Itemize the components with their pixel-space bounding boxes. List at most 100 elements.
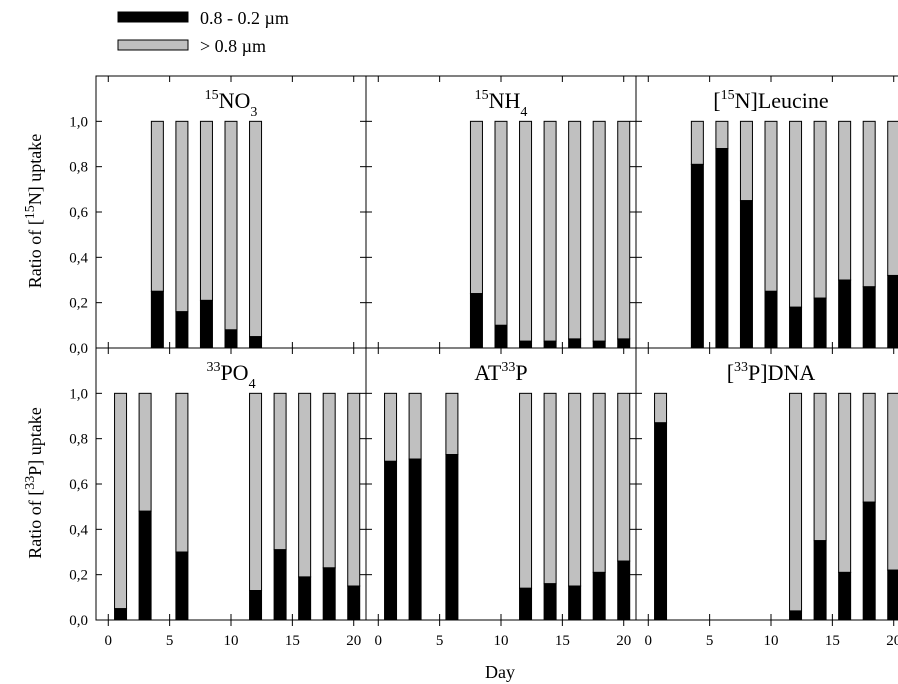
bar-small-fraction	[690, 163, 704, 349]
y-tick-label: 0,6	[69, 477, 88, 493]
panel-title: 33PO4	[206, 360, 255, 392]
bar-large-fraction	[150, 120, 164, 292]
bar-large-fraction	[789, 392, 803, 612]
bar-small-fraction	[224, 329, 238, 349]
bar-large-fraction	[715, 120, 729, 150]
x-tick-label: 20	[886, 633, 898, 649]
x-tick-label: 10	[764, 633, 779, 649]
y-tick-label: 0,6	[69, 205, 88, 221]
bar-small-fraction	[347, 585, 361, 621]
bar-small-fraction	[654, 422, 668, 621]
y-tick-label: 0,2	[69, 296, 88, 312]
x-tick-label: 20	[616, 633, 631, 649]
bar-large-fraction	[568, 392, 582, 587]
panel-title-main: NO	[219, 88, 251, 113]
bar-large-fraction	[739, 120, 753, 202]
bar-small-fraction	[592, 571, 606, 621]
bar-large-fraction	[568, 120, 582, 340]
panel-frame	[635, 347, 898, 621]
bar-small-fraction	[887, 569, 898, 621]
bar-small-fraction	[543, 340, 557, 349]
panel-4: 0 5 10 15 20 AT33P	[365, 347, 637, 649]
panel-title-sub: 4	[520, 105, 527, 120]
x-tick-label: 15	[285, 633, 300, 649]
panel-title-main: P	[515, 360, 527, 385]
bar-small-fraction	[813, 297, 827, 349]
x-tick-label: 20	[346, 633, 361, 649]
bar-large-fraction	[690, 120, 704, 165]
x-tick-label: 0	[645, 633, 653, 649]
bar-small-fraction	[249, 336, 263, 349]
panel-0: 0,0 0,2 0,4 0,6 0,8 1,0 15NO3	[69, 75, 367, 357]
bar-small-fraction	[617, 338, 631, 349]
x-tick-label: 5	[706, 633, 714, 649]
y-axis-title-top: Ratio of [15N] uptake	[23, 134, 45, 288]
bar-large-fraction	[519, 120, 533, 342]
bar-small-fraction	[273, 549, 287, 621]
legend-label-large-fraction: > 0.8 µm	[200, 36, 266, 56]
bar-large-fraction	[862, 392, 876, 503]
bar-large-fraction	[347, 392, 361, 587]
panel-title: 15NO3	[205, 88, 258, 120]
bar-small-fraction	[494, 324, 508, 349]
bar-large-fraction	[224, 120, 238, 331]
bar-small-fraction	[519, 587, 533, 621]
panel-title-main: PO	[220, 360, 248, 385]
panel-title-main: N]Leucine	[735, 88, 829, 113]
bar-large-fraction	[519, 392, 533, 589]
bar-small-fraction	[469, 293, 483, 349]
bar-large-fraction	[175, 392, 189, 553]
bar-small-fraction	[175, 551, 189, 621]
bar-large-fraction	[469, 120, 483, 295]
x-axis-title: Day	[485, 662, 515, 682]
bar-large-fraction	[592, 120, 606, 342]
panel-title-sup: 15	[205, 88, 219, 103]
bar-small-fraction	[175, 311, 189, 349]
panel-title-sup: 15	[475, 88, 489, 103]
y-tick-label: 1,0	[69, 114, 88, 130]
bar-large-fraction	[543, 392, 557, 585]
bar-large-fraction	[813, 392, 827, 542]
y-tick-label: 1,0	[69, 386, 88, 402]
bar-small-fraction	[568, 585, 582, 621]
bar-small-fraction	[789, 306, 803, 349]
bar-small-fraction	[887, 274, 898, 349]
x-tick-label: 15	[825, 633, 840, 649]
bar-small-fraction	[114, 608, 128, 621]
panel-title-sup: 33	[501, 360, 515, 375]
bar-small-fraction	[445, 454, 459, 621]
bar-small-fraction	[715, 148, 729, 349]
panel-title-pre: AT	[474, 360, 501, 385]
bar-large-fraction	[789, 120, 803, 308]
y-tick-label: 0,4	[69, 522, 88, 538]
bar-large-fraction	[838, 392, 852, 573]
bar-small-fraction	[298, 576, 312, 621]
bar-small-fraction	[150, 290, 164, 349]
y-tick-label: 0,8	[69, 160, 88, 176]
bar-large-fraction	[838, 120, 852, 281]
y-tick-label: 0,4	[69, 250, 88, 266]
legend-swatch-large-fraction	[117, 39, 189, 51]
y-tick-label: 0,8	[69, 432, 88, 448]
legend: 0.8 - 0.2 µm > 0.8 µm	[117, 8, 289, 56]
bar-large-fraction	[543, 120, 557, 342]
panel-title: 15NH4	[475, 88, 528, 120]
bar-large-fraction	[322, 392, 336, 569]
panel-title-sup: 15	[721, 88, 735, 103]
panel-title-pre: [	[713, 88, 720, 113]
x-tick-label: 15	[555, 633, 570, 649]
bar-small-fraction	[739, 200, 753, 349]
bar-small-fraction	[519, 340, 533, 349]
x-tick-label: 0	[105, 633, 113, 649]
panel-title: [33P]DNA	[727, 360, 816, 385]
x-tick-label: 0	[375, 633, 383, 649]
panel-2: [15N]Leucine	[635, 75, 898, 349]
bar-large-fraction	[887, 120, 898, 276]
bar-large-fraction	[175, 120, 189, 313]
bar-large-fraction	[199, 120, 213, 301]
y-tick-label: 0,0	[69, 613, 88, 629]
bar-large-fraction	[887, 392, 898, 571]
panel-5: 0 5 10 15 20 [33P]DNA	[635, 347, 898, 649]
bar-large-fraction	[138, 392, 152, 512]
